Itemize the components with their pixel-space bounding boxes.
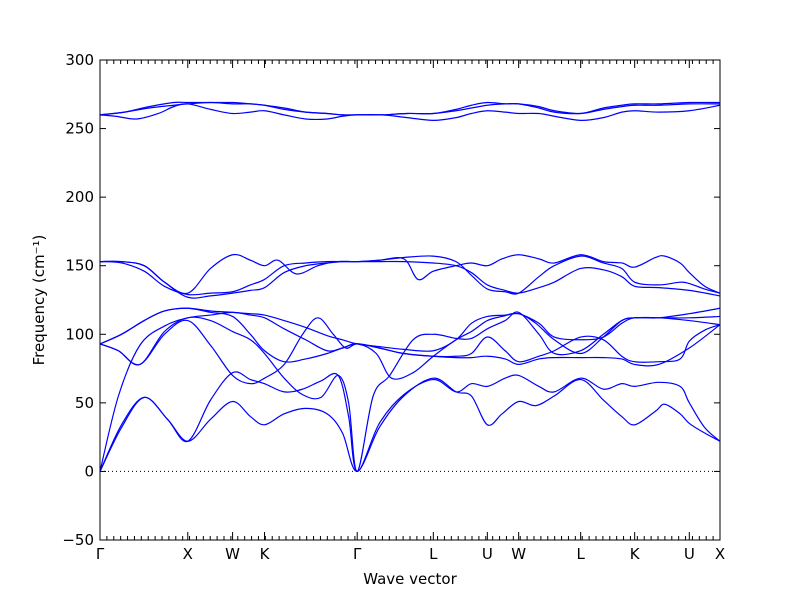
x-tick-label: W: [511, 545, 526, 563]
y-tick-label: 50: [75, 394, 94, 412]
x-tick-label: L: [429, 545, 438, 563]
phonon-band-4: [99, 311, 721, 473]
y-axis: −50 0 50 100 150 200 250 300: [62, 51, 720, 549]
phonon-band-6: [99, 307, 721, 367]
x-tick-label: Γ: [96, 545, 105, 563]
x-tick-label: L: [576, 545, 585, 563]
x-tick-label: W: [225, 545, 240, 563]
x-tick-label: X: [183, 545, 193, 563]
x-axis-label: Wave vector: [363, 570, 457, 588]
plot-frame: [99, 59, 721, 541]
y-axis-label: Frequency (cm⁻¹): [30, 235, 48, 366]
x-tick-label: K: [260, 545, 271, 563]
y-tick-label: −50: [62, 531, 94, 549]
x-tick-label: Γ: [353, 545, 362, 563]
x-tick-label: U: [482, 545, 493, 563]
phonon-band-9: [99, 255, 721, 296]
phonon-band-12: [99, 101, 721, 116]
phonon-band-1: [99, 377, 721, 473]
y-tick-label: 100: [65, 325, 94, 343]
phonon-bands: [99, 101, 721, 473]
x-tick-label: K: [630, 545, 641, 563]
phonon-band-3: [99, 311, 721, 472]
x-tick-label: U: [684, 545, 695, 563]
y-tick-label: 0: [84, 462, 94, 480]
y-tick-label: 200: [65, 188, 94, 206]
phonon-band-7: [99, 307, 721, 352]
y-tick-label: 250: [65, 120, 94, 138]
phonon-band-8: [99, 260, 721, 299]
phonon-band-10: [99, 253, 721, 295]
x-tick-label: X: [715, 545, 725, 563]
y-tick-label: 150: [65, 257, 94, 275]
y-tick-label: 300: [65, 51, 94, 69]
phonon-band-13: [99, 103, 721, 121]
phonon-band-2: [99, 371, 721, 473]
